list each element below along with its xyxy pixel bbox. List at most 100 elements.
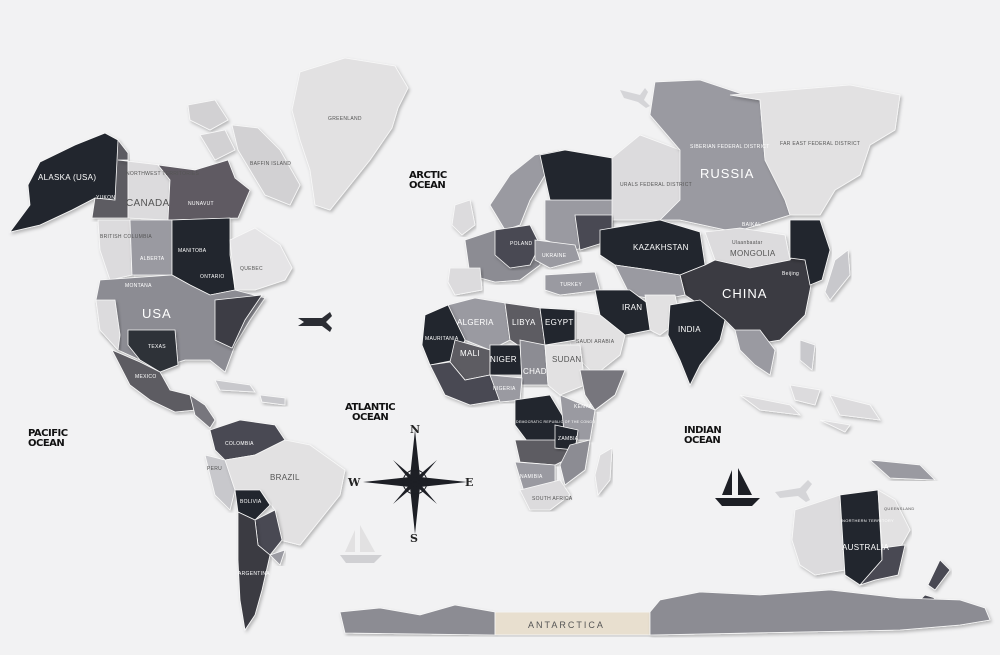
label-sudan: SUDAN — [552, 355, 582, 364]
madagascar — [594, 447, 613, 496]
label-south-africa: SOUTH AFRICA — [532, 496, 573, 502]
label-mongolia: MONGOLIA — [730, 249, 776, 258]
label-nwt: NORTHWEST TERRITORIES — [126, 171, 200, 177]
label-kazakhstan: KAZAKHSTAN — [633, 243, 689, 252]
label-zambia: ZAMBIA — [558, 436, 579, 442]
label-montana: MONTANA — [125, 283, 152, 289]
airplane-icon — [298, 312, 332, 332]
queensland — [877, 489, 911, 549]
label-niger: NIGER — [490, 355, 517, 364]
label-colombia: COLOMBIA — [225, 441, 254, 447]
russia-far-east — [729, 84, 901, 216]
label-australia: AUSTRALIA — [842, 543, 890, 552]
label-kenya: KENYA — [574, 404, 592, 410]
label-mexico: MEXICO — [135, 374, 157, 380]
bolivia — [234, 489, 271, 521]
compass-w: W — [347, 476, 361, 489]
label-peru: PERU — [207, 466, 222, 472]
urals-district — [611, 134, 681, 221]
sailboat-icon — [340, 525, 382, 563]
label-saudi: SAUDI ARABIA — [576, 339, 615, 345]
nunavut — [157, 159, 251, 221]
russia-siberia — [649, 79, 791, 233]
label-antarctica: ANTARCTICA — [528, 620, 605, 630]
label-china: CHINA — [722, 286, 767, 301]
compass-e: E — [465, 476, 473, 489]
india — [667, 299, 726, 386]
label-alaska: ALASKA (USA) — [38, 173, 96, 182]
pacific-ocean-label: PACIFIC OCEAN — [28, 428, 68, 449]
iberia — [447, 267, 483, 296]
papua-new-guinea — [868, 459, 937, 481]
caribbean — [214, 379, 286, 406]
label-urals: URALS FEDERAL DISTRICT — [620, 182, 692, 188]
antarctica-east — [649, 589, 991, 636]
usa-east — [214, 294, 263, 349]
label-beijing: Beijing — [782, 271, 799, 277]
label-argentina: ARGENTINA — [238, 571, 270, 577]
south-africa — [519, 479, 571, 511]
alberta — [129, 219, 173, 276]
indian-ocean-label: INDIAN OCEAN — [684, 425, 721, 446]
compass-s: S — [410, 532, 418, 545]
airplane-icon — [775, 480, 812, 502]
label-ulaanbaatar: Ulaanbaatar — [732, 240, 763, 246]
mozambique — [559, 439, 591, 486]
uruguay — [269, 549, 286, 566]
label-quebec: QUEBEC — [240, 266, 263, 272]
compass-rose-icon — [363, 430, 467, 534]
label-manitoba: MANITOBA — [178, 248, 207, 254]
new-south-wales — [858, 544, 906, 586]
label-queensland: QUEENSLAND — [884, 506, 915, 511]
sudan — [544, 344, 586, 396]
central-europe — [494, 224, 541, 269]
ukraine — [534, 239, 581, 269]
japan — [824, 249, 851, 301]
yukon — [91, 138, 129, 219]
southeast-asia — [734, 329, 776, 376]
label-turkey: TURKEY — [560, 282, 582, 288]
western-australia — [791, 494, 846, 576]
korea-manchuria — [789, 219, 831, 286]
northwest-russia — [539, 149, 616, 206]
greenland — [291, 57, 409, 211]
label-ontario: ONTARIO — [200, 274, 225, 280]
label-mali: MALI — [460, 349, 480, 358]
label-india: INDIA — [678, 325, 701, 334]
label-greenland: GREENLAND — [328, 116, 362, 122]
uk-ireland — [451, 199, 476, 236]
label-texas: TEXAS — [148, 344, 166, 350]
central-america — [189, 394, 216, 429]
label-northern-territory: NORTHERN TERRITORY — [842, 518, 894, 523]
label-alberta: ALBERTA — [140, 256, 165, 262]
quebec — [229, 227, 293, 291]
ethiopia-horn — [579, 369, 626, 411]
label-canada: CANADA — [126, 198, 170, 209]
label-russia: RUSSIA — [700, 166, 754, 181]
label-brazil: BRAZIL — [270, 473, 300, 482]
label-poland: POLAND — [510, 241, 532, 247]
atlantic-ocean-label: ATLANTIC OCEAN — [345, 402, 395, 423]
label-egypt: EGYPT — [545, 318, 574, 327]
compass-n: N — [410, 423, 420, 436]
label-iran: IRAN — [622, 303, 642, 312]
label-baffin: BAFFIN ISLAND — [250, 161, 291, 167]
label-siberian: SIBERIAN FEDERAL DISTRICT — [690, 144, 770, 150]
turkey — [544, 271, 601, 296]
label-drc: DEMOCRATIC REPUBLIC OF THE CONGO — [516, 420, 595, 424]
chad — [519, 339, 549, 386]
arctic-ocean-label: ARCTIC OCEAN — [409, 170, 447, 191]
label-chad: CHAD — [523, 367, 547, 376]
label-bolivia: BOLIVIA — [240, 499, 262, 505]
label-baikal: BAIKAL — [742, 222, 761, 228]
philippines — [799, 339, 816, 371]
british-columbia — [97, 219, 133, 281]
label-british-columbia: BRITISH COLUMBIA — [100, 234, 152, 240]
label-ukraine: UKRAINE — [542, 253, 567, 259]
argentina — [237, 511, 271, 632]
airplane-icon — [620, 88, 650, 108]
label-nigeria: NIGERIA — [493, 386, 516, 392]
antarctica-west — [339, 604, 496, 636]
usa-west — [95, 299, 121, 351]
